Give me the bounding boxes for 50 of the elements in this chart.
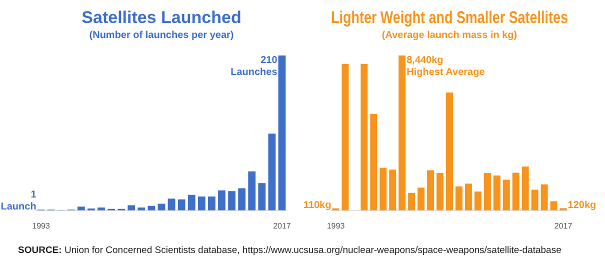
bar <box>208 196 216 210</box>
bar <box>188 194 196 210</box>
bar <box>278 55 286 210</box>
bar <box>408 192 416 210</box>
bar <box>168 198 176 210</box>
annotation: 210 Launches <box>230 55 278 78</box>
chart-title: Lighter Weight and Smaller Satellites <box>331 8 568 28</box>
bar <box>464 184 472 210</box>
bar <box>502 180 510 210</box>
source-note: SOURCE: Union for Concerned Scientists database, https://www.ucsusa.org/nuclear-weapons/space-weapons/satellite-database <box>18 245 562 256</box>
x-tick-label: 1993 <box>326 221 346 230</box>
chart-title: Satellites Launched <box>82 8 242 27</box>
bar <box>531 190 538 210</box>
bar <box>446 92 453 210</box>
chart-subtitle: (Number of launches per year) <box>89 30 234 42</box>
bar <box>512 172 520 210</box>
bar <box>550 201 558 210</box>
annotation: 110kg <box>303 200 332 212</box>
bar <box>389 170 396 210</box>
bar <box>522 166 529 210</box>
bar <box>474 191 482 210</box>
bar <box>380 168 387 210</box>
bar <box>238 188 246 210</box>
bar <box>484 173 491 210</box>
bar <box>198 196 206 210</box>
bar <box>342 64 349 210</box>
bar <box>158 204 166 210</box>
annotation: 8,440kg Highest Average <box>406 55 486 78</box>
bar <box>370 114 378 210</box>
bar <box>218 190 226 210</box>
x-tick-label: 2017 <box>554 221 573 230</box>
bar <box>540 184 548 210</box>
bar <box>178 199 186 210</box>
bar <box>268 134 276 210</box>
bar <box>258 183 266 210</box>
bar <box>248 171 256 210</box>
bar <box>77 206 85 210</box>
bar <box>418 188 425 210</box>
annotation: 1 Launch <box>0 189 37 212</box>
bar <box>493 176 500 210</box>
annotation: 120kg <box>568 200 596 211</box>
chart-subtitle: (Average launch mass in kg) <box>382 30 518 42</box>
bar <box>228 191 236 210</box>
bar <box>360 64 368 210</box>
x-tick-label: 2017 <box>273 221 292 230</box>
x-tick-label: 1993 <box>32 221 50 230</box>
bar <box>455 186 462 210</box>
bar <box>398 55 406 210</box>
bar <box>436 173 444 210</box>
bar <box>427 170 434 210</box>
